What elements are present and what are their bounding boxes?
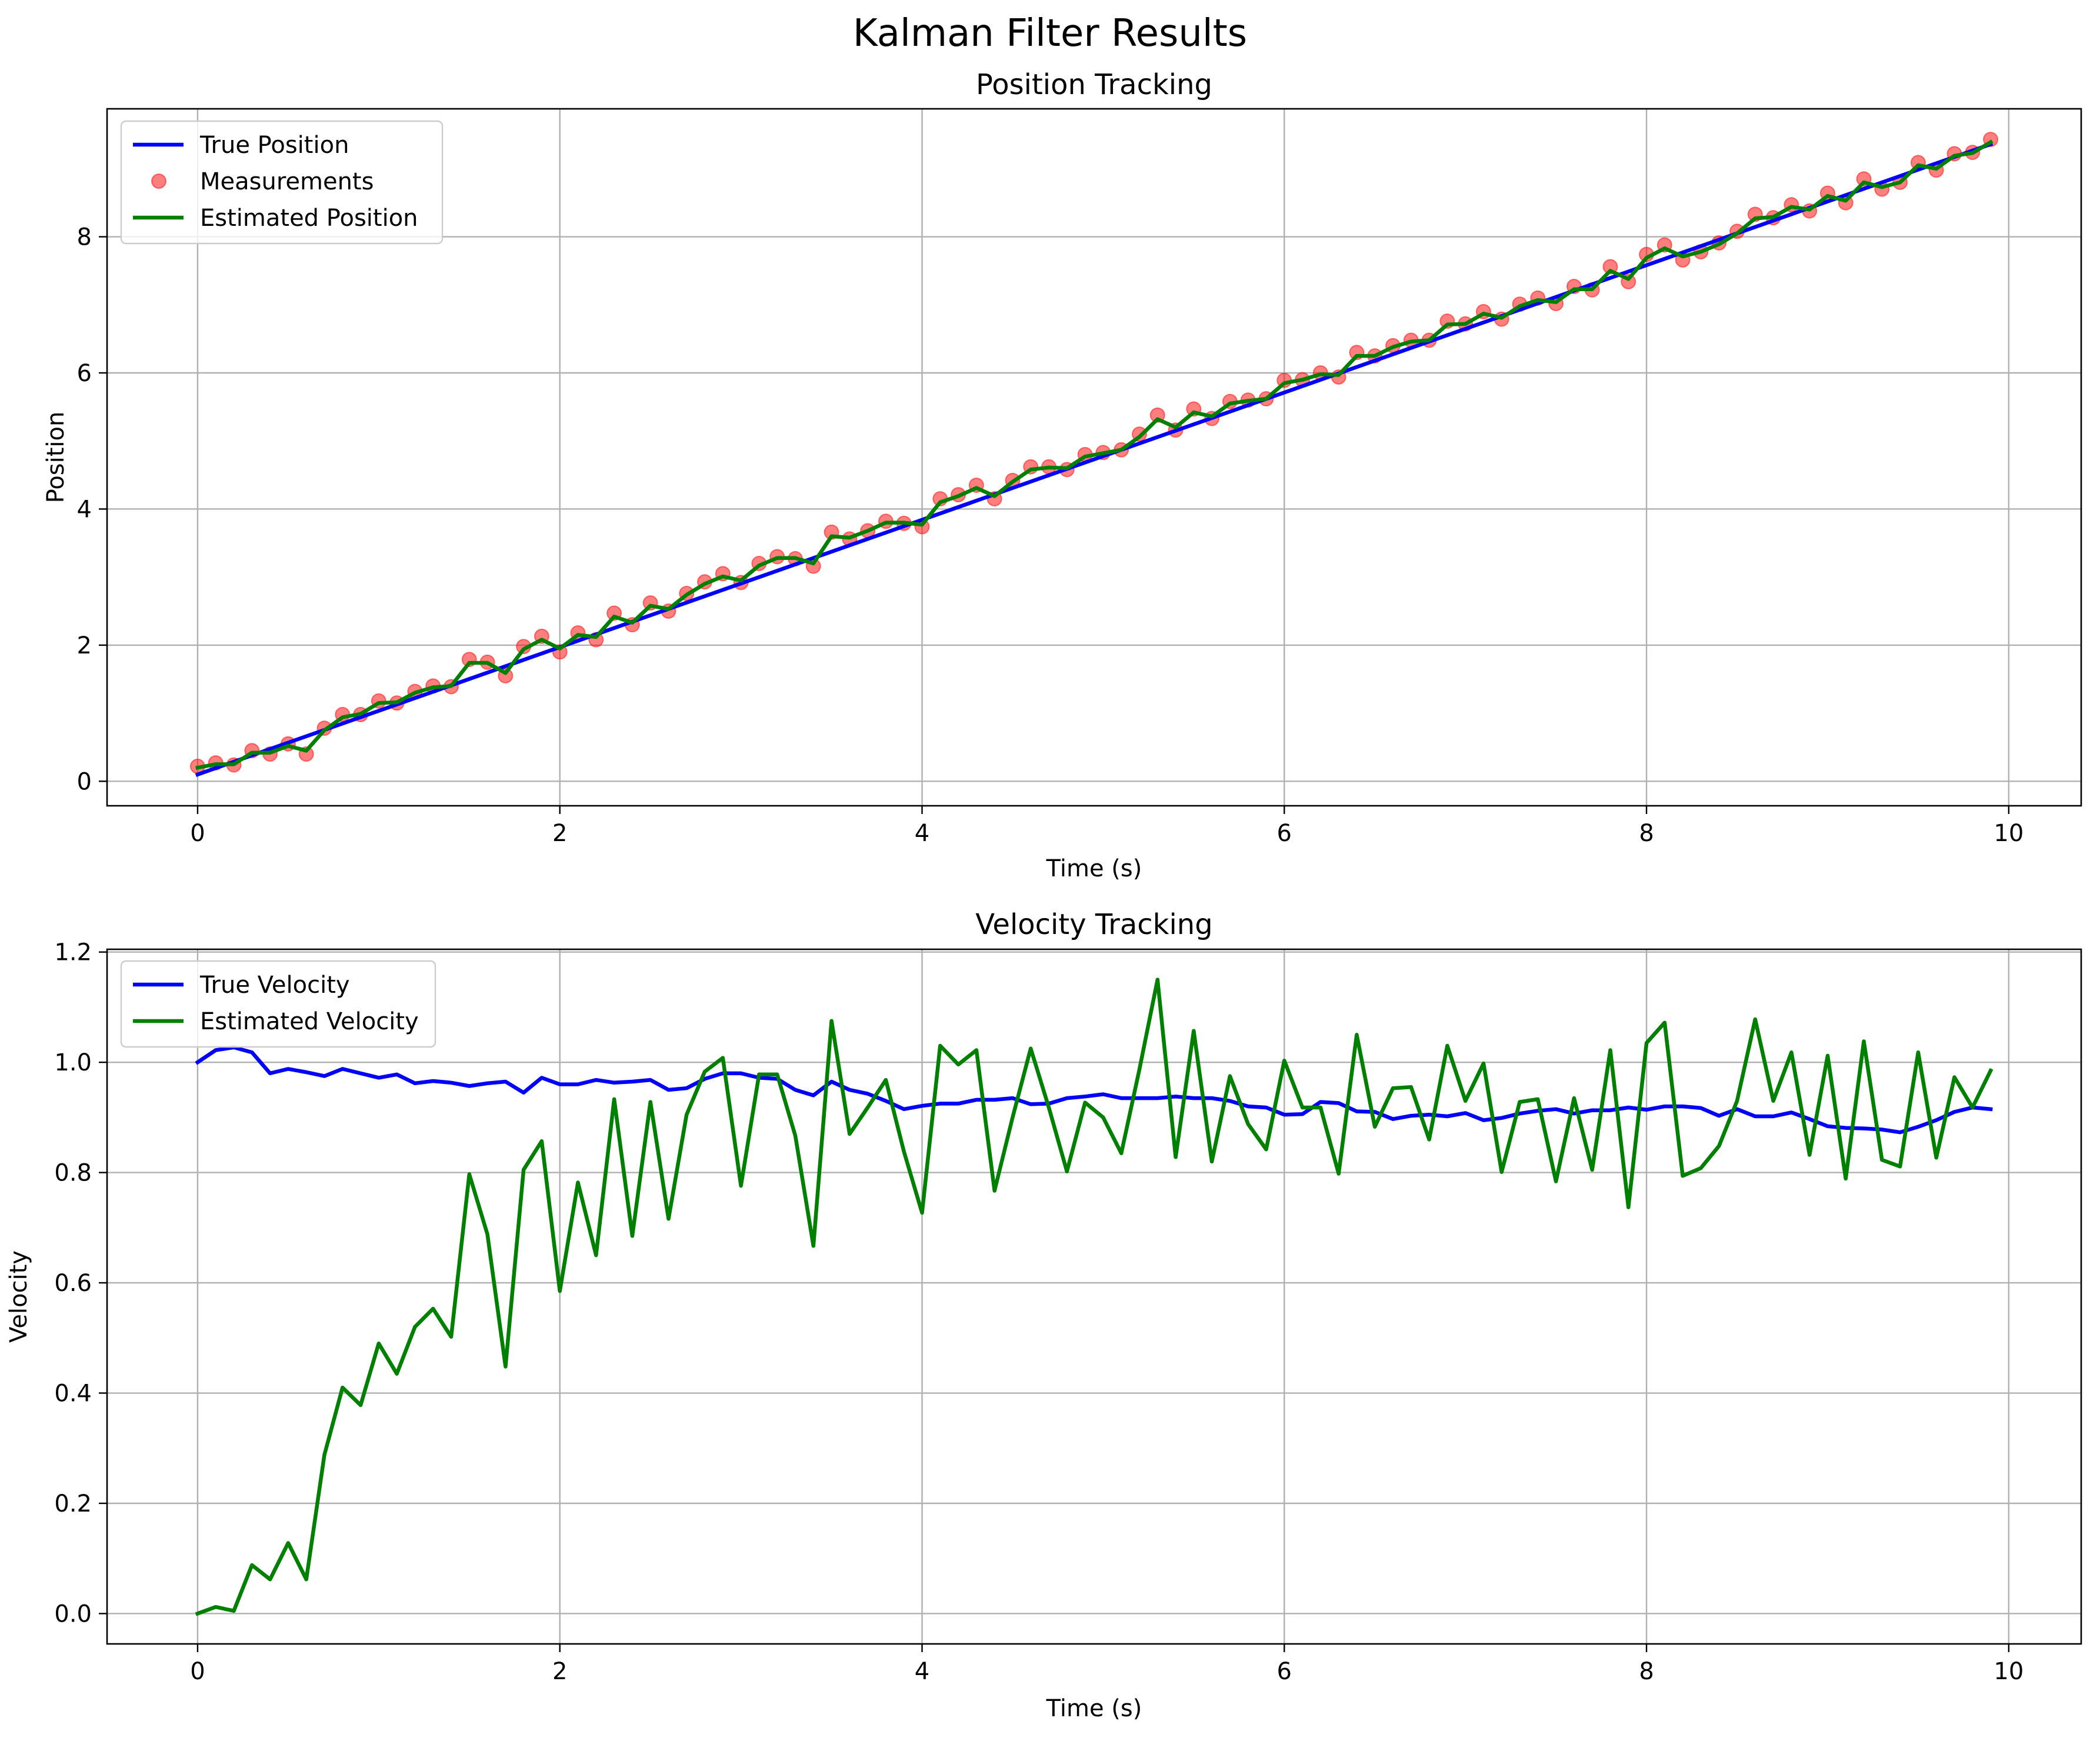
measurements-point (1149, 407, 1165, 423)
chart-2-legend-box (120, 960, 436, 1048)
chart-2-legend: True Velocity Estimated Velocity (120, 960, 436, 1048)
chart-2-x-tick-label: 10 (1994, 1658, 2024, 1685)
chart-1-y-tick-label: 8 (77, 224, 92, 251)
true-velocity-legend-label: True Velocity (199, 972, 350, 999)
chart-1-y-axis-label: Position (42, 412, 69, 503)
chart-1-x-tick-label: 10 (1994, 820, 2024, 847)
chart-1-x-tick-label: 0 (190, 820, 205, 847)
estimated-position-legend-label: Estimated Position (200, 205, 418, 232)
chart-2-y-tick-label: 1.2 (54, 939, 92, 966)
chart-1-legend-box (120, 120, 444, 245)
chart-2-title: Velocity Tracking (975, 908, 1212, 941)
chart-1-title: Position Tracking (976, 68, 1212, 101)
chart-2-x-tick-label: 0 (190, 1658, 205, 1685)
figure-title: Kalman Filter Results (853, 12, 1247, 55)
chart-2-y-tick-label: 0.2 (54, 1490, 92, 1517)
chart-2-x-tick-label: 8 (1639, 1658, 1654, 1685)
chart-1-x-tick-label: 6 (1277, 820, 1292, 847)
chart-1-plot-area (189, 132, 1999, 777)
position-tracking-chart: 0 2 4 6 8 10 0 2 4 6 8 Position Tracking Time (s) Pos… (42, 68, 2082, 882)
chart-2-axes-frame (106, 948, 2082, 1645)
chart-2-y-tick-label: 0.6 (54, 1270, 92, 1297)
chart-1-x-tick-label: 4 (915, 820, 929, 847)
chart-1-axes-frame (106, 108, 2082, 807)
chart-1-x-tick-label: 2 (552, 820, 567, 847)
true-velocity-line (195, 1045, 1993, 1135)
chart-2-y-tick-label: 1.0 (54, 1049, 92, 1076)
chart-2-plot-area (195, 978, 1994, 1616)
estimated-position-line (195, 139, 1994, 770)
velocity-tracking-chart: 0 2 4 6 8 10 0.0 0.2 0.4 0.6 0.8 1.0 1.2 Velocity Tra… (5, 908, 2082, 1722)
chart-2-x-tick-label: 2 (552, 1658, 567, 1685)
chart-2-y-tick-label: 0.0 (54, 1600, 92, 1627)
true-position-legend-label: True Position (199, 132, 349, 159)
chart-2-y-tick-label: 0.8 (54, 1160, 92, 1187)
chart-2-x-axis-label: Time (s) (1046, 1695, 1142, 1722)
chart-2-y-tick-label: 0.4 (54, 1380, 92, 1407)
chart-1-x-tick-label: 8 (1639, 820, 1654, 847)
chart-1-y-tick-label: 4 (77, 496, 92, 523)
chart-1-y-tick-label: 2 (77, 632, 92, 659)
estimated-velocity-line (195, 978, 1994, 1616)
measurements-legend-marker (151, 174, 166, 189)
chart-1-x-axis-label: Time (s) (1046, 855, 1142, 882)
measurements-point (1602, 259, 1618, 275)
chart-2-y-axis-label: Velocity (5, 1250, 32, 1343)
chart-1-legend: True Position Measurements Estimated Posit… (120, 120, 444, 245)
measurements-legend-label: Measurements (200, 168, 374, 195)
estimated-velocity-legend-label: Estimated Velocity (200, 1008, 419, 1035)
chart-1-y-tick-label: 6 (77, 360, 92, 387)
chart-2-x-tick-label: 6 (1277, 1658, 1292, 1685)
chart-1-y-tick-label: 0 (77, 768, 92, 795)
chart-2-x-tick-label: 4 (915, 1658, 929, 1685)
